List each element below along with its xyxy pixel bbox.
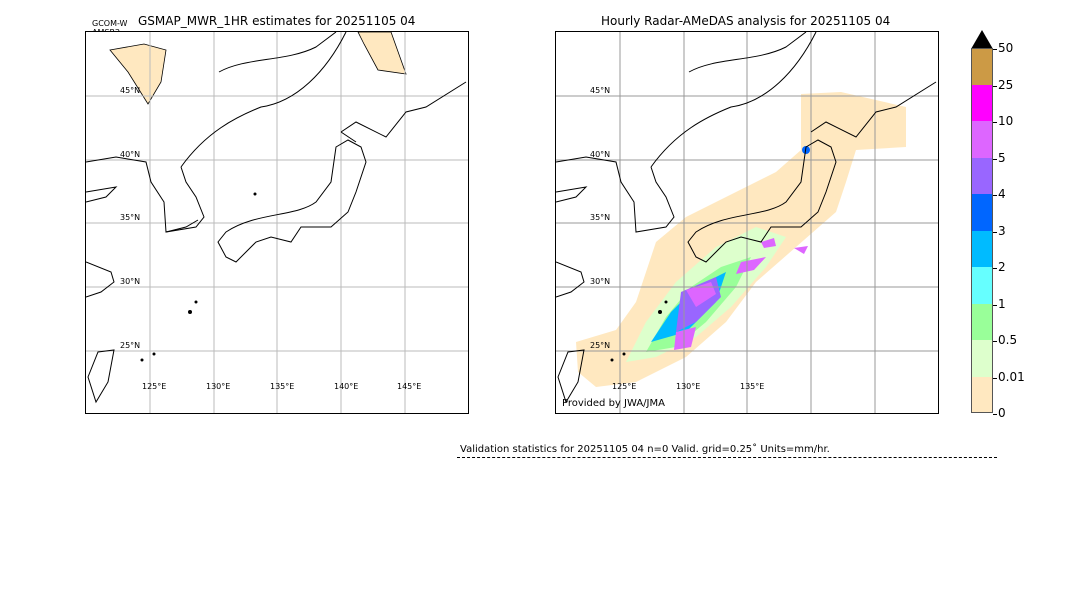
- lon-label-130: 130°E: [206, 382, 231, 391]
- colorbar-3-4: [971, 194, 993, 231]
- colorbar-001-05: [971, 340, 993, 377]
- right-map: 45°N 40°N 35°N 30°N 25°N 125°E 130°E 135…: [555, 31, 939, 414]
- colorbar-05-1: [971, 304, 993, 340]
- colorbar-2-3: [971, 231, 993, 267]
- lat-label-40: 40°N: [590, 150, 611, 159]
- colorbar-tick-25: 25: [992, 78, 1014, 92]
- lat-label-30: 30°N: [590, 277, 611, 286]
- data-credit: Provided by JWA/JMA: [562, 398, 665, 409]
- lat-label-40: 40°N: [120, 150, 141, 159]
- colorbar-tick-1: 1: [993, 297, 1006, 311]
- colorbar-25-50: [971, 48, 993, 85]
- lon-label-140: 140°E: [334, 382, 359, 391]
- colorbar-10-25: [971, 85, 993, 121]
- colorbar-tick-4: 4: [993, 187, 1006, 201]
- colorbar-tick-5: 5: [993, 151, 1006, 165]
- satellite-name: GCOM-W: [92, 19, 128, 28]
- colorbar-tick-2: 2: [993, 260, 1006, 274]
- left-map-title: GSMAP_MWR_1HR estimates for 20251105 04: [138, 14, 416, 28]
- lat-label-30: 30°N: [120, 277, 141, 286]
- lat-label-35: 35°N: [120, 213, 141, 222]
- lon-label-145: 145°E: [397, 382, 422, 391]
- lat-label-45: 45°N: [120, 86, 141, 95]
- colorbar-tick-10: 10: [992, 114, 1014, 128]
- colorbar-tick-3: 3: [993, 224, 1006, 238]
- right-map-title: Hourly Radar-AMeDAS analysis for 2025110…: [601, 14, 891, 28]
- colorbar-tick-0.01: 0.01: [993, 370, 1025, 384]
- colorbar-tick-0.5: 0.5: [992, 333, 1018, 347]
- colorbar-0-001: [971, 377, 993, 413]
- colorbar-5-10: [971, 121, 993, 158]
- left-map: 45°N 40°N 35°N 30°N 25°N 125°E 130°E 135…: [85, 31, 469, 414]
- validation-divider: [457, 457, 997, 458]
- lon-label-135: 135°E: [270, 382, 295, 391]
- lon-label-135: 135°E: [740, 382, 765, 391]
- validation-statistics: Validation statistics for 20251105 04 n=…: [460, 444, 830, 455]
- colorbar-1-2: [971, 267, 993, 304]
- lon-label-130: 130°E: [676, 382, 701, 391]
- colorbar-4-5: [971, 158, 993, 194]
- lat-label-35: 35°N: [590, 213, 611, 222]
- colorbar-tick-50: 50: [992, 41, 1014, 55]
- colorbar-extend-arrow: [971, 30, 993, 49]
- lat-label-25: 25°N: [590, 341, 611, 350]
- lat-label-25: 25°N: [120, 341, 141, 350]
- lon-label-125: 125°E: [612, 382, 637, 391]
- colorbar-tick-0: 0: [993, 406, 1006, 420]
- lat-label-45: 45°N: [590, 86, 611, 95]
- lon-label-125: 125°E: [142, 382, 167, 391]
